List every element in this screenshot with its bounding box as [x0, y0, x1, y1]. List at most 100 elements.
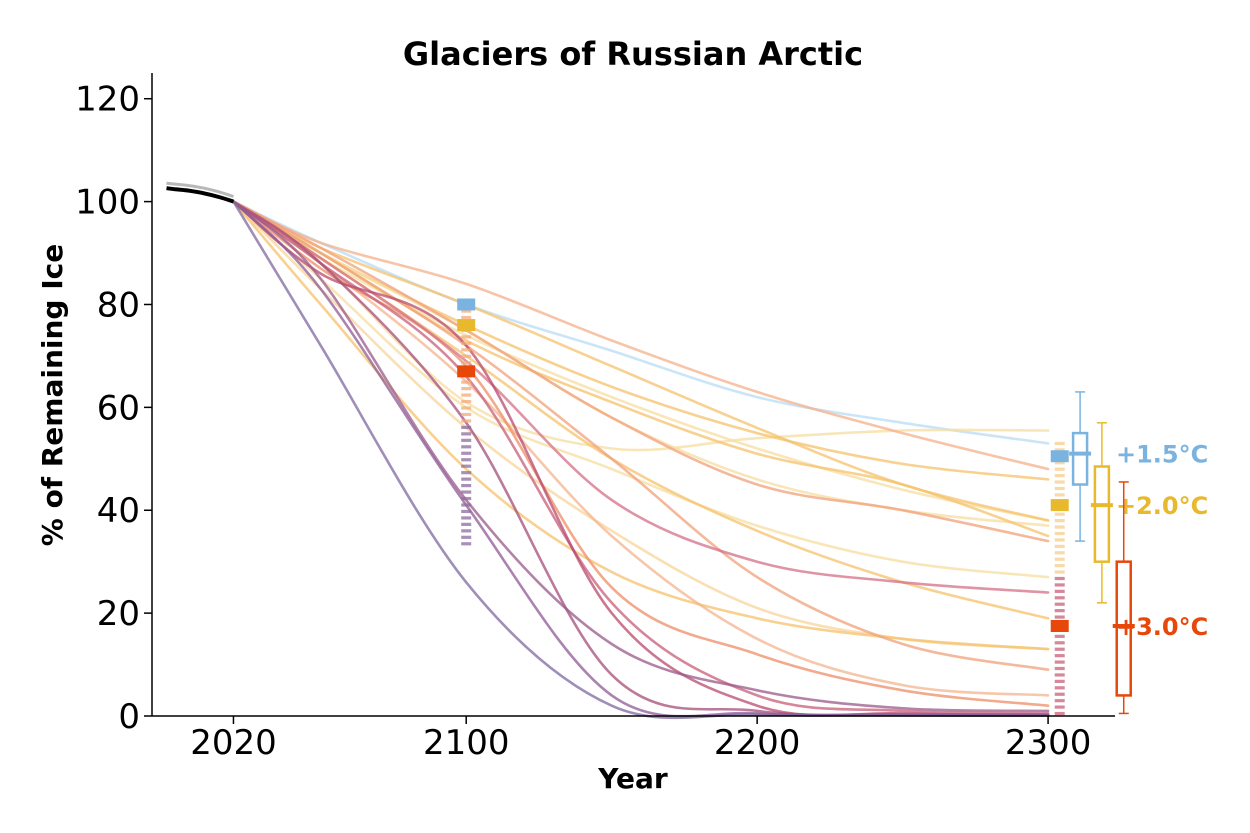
axes: 0 20 40 60 80 100 120 2020 2100 2200 2300 — [75, 73, 1115, 763]
strip-2300-dash — [1054, 583, 1065, 587]
strip-2300-dash — [1054, 589, 1065, 593]
strip-2100-dash — [461, 471, 472, 475]
strip-2100-dash — [461, 503, 472, 507]
strip-2100-dash — [461, 483, 472, 488]
series-line-17 — [232, 200, 1050, 594]
boxplot-box — [1115, 560, 1132, 697]
chart-title: Glaciers of Russian Arctic — [403, 35, 863, 73]
strip-2300-dash — [1054, 660, 1065, 664]
strip-2300-dash — [1054, 634, 1065, 638]
strip-2100-dash — [461, 361, 472, 365]
strip-2300-dash — [1054, 596, 1065, 600]
y-tick-label: 120 — [75, 80, 140, 120]
boxplot-label: +1.5°C — [1116, 441, 1208, 469]
strip-2100-dash — [461, 406, 472, 410]
marker-2300-2-0 — [1050, 499, 1069, 512]
strip-2100-dash — [461, 477, 472, 481]
strip-2300-dash — [1054, 699, 1065, 703]
strip-2300-dash — [1054, 544, 1065, 548]
y-tick-label: 20 — [97, 594, 140, 634]
strip-2100-dash — [461, 348, 472, 352]
marker-2300-3-0 — [1050, 619, 1069, 632]
series-line-11 — [232, 200, 1050, 651]
y-tick-label: 80 — [97, 285, 140, 325]
y-tick-label: 100 — [75, 183, 140, 223]
series-group — [166, 181, 1050, 720]
strip-2300 — [1054, 441, 1065, 716]
marker-2100-2-0 — [457, 319, 476, 332]
y-tick-label: 40 — [97, 491, 140, 531]
boxplot-box — [1093, 465, 1111, 563]
series-line-14 — [232, 200, 1050, 671]
strip-2300-dash — [1054, 512, 1065, 516]
strip-2100-dash — [461, 529, 472, 533]
x-axis-label: Year — [597, 762, 668, 795]
strip-2300-dash — [1054, 679, 1065, 683]
strip-2300-dash — [1054, 705, 1065, 709]
strip-2100-dash — [461, 387, 472, 391]
plot-area: +1.5°C +2.0°C +3.0°C 0 20 40 60 80 100 120 2020 210… — [75, 73, 1208, 763]
strip-2300-dash — [1054, 525, 1065, 529]
strip-2100-dash — [461, 335, 472, 339]
marker-2300-1-5 — [1050, 450, 1069, 463]
y-tick-label: 0 — [118, 697, 140, 737]
strip-2300-dash — [1054, 654, 1065, 658]
strip-2300-dash — [1054, 531, 1065, 536]
strip-2300-dash — [1054, 441, 1065, 446]
strip-2300-dash — [1054, 692, 1065, 696]
strip-2100-dash — [461, 393, 472, 397]
series-line-6 — [232, 200, 1050, 527]
strip-2300-dash — [1054, 647, 1065, 651]
strip-2100-dash — [461, 445, 472, 449]
strip-2300-dash — [1054, 576, 1065, 581]
series-line-12 — [232, 200, 1050, 471]
strip-2300-dash — [1054, 673, 1065, 677]
strip-2300-dash — [1054, 666, 1065, 671]
historical-spread-line — [166, 181, 234, 198]
marker-2100-3-0 — [457, 365, 476, 378]
strip-2100-dash — [461, 432, 472, 436]
strip-2100-dash — [461, 412, 472, 417]
x-tick-label: 2300 — [1005, 723, 1092, 763]
strip-2300-dash — [1054, 711, 1065, 716]
strip-2300-dash — [1054, 557, 1065, 561]
strip-2100-dash — [461, 464, 472, 468]
strip-2100-dash — [461, 535, 472, 539]
strip-2100-dash — [461, 490, 472, 494]
strip-2300-dash — [1054, 570, 1065, 574]
strip-2300-dash — [1054, 474, 1065, 478]
boxplot-2: +2.0°C — [1090, 422, 1208, 604]
strip-2100-dash — [461, 315, 472, 320]
strip-2300-dash — [1054, 448, 1065, 452]
strip-2100-dash — [461, 438, 472, 442]
x-tick-label: 2100 — [423, 723, 510, 763]
strip-2100-dash — [461, 309, 472, 313]
strip-2100-dash — [461, 458, 472, 462]
strip-2300-dash — [1054, 564, 1065, 568]
strip-2100-dash — [461, 380, 472, 384]
strip-2300-dash — [1054, 538, 1065, 542]
boxplot-label: +2.0°C — [1116, 492, 1208, 520]
series-line-9 — [232, 200, 1050, 620]
marker-2100-1-5 — [457, 298, 476, 311]
boxplot-3: +3.0°C — [1112, 481, 1208, 715]
series-line-7 — [232, 200, 1050, 538]
y-axis-label: % of Remaining Ice — [36, 244, 69, 546]
strip-2100-dash — [461, 509, 472, 514]
strip-2100-dash — [461, 354, 472, 358]
strip-2100-dash — [461, 496, 472, 501]
strip-2100-dash — [461, 341, 472, 345]
strip-2300-dash — [1054, 609, 1065, 613]
series-line-21 — [232, 200, 1050, 713]
historical-line — [166, 186, 235, 204]
strip-2300-dash — [1054, 615, 1065, 619]
strip-2100-dash — [461, 425, 472, 430]
series-line-8 — [232, 200, 1050, 579]
strip-2100-dash — [461, 542, 472, 546]
strip-2300-dash — [1054, 519, 1065, 523]
strip-2300-dash — [1054, 686, 1065, 690]
strip-2300-dash — [1054, 461, 1065, 465]
strip-2300-dash — [1054, 493, 1065, 497]
boxplot-label: +3.0°C — [1116, 613, 1208, 641]
